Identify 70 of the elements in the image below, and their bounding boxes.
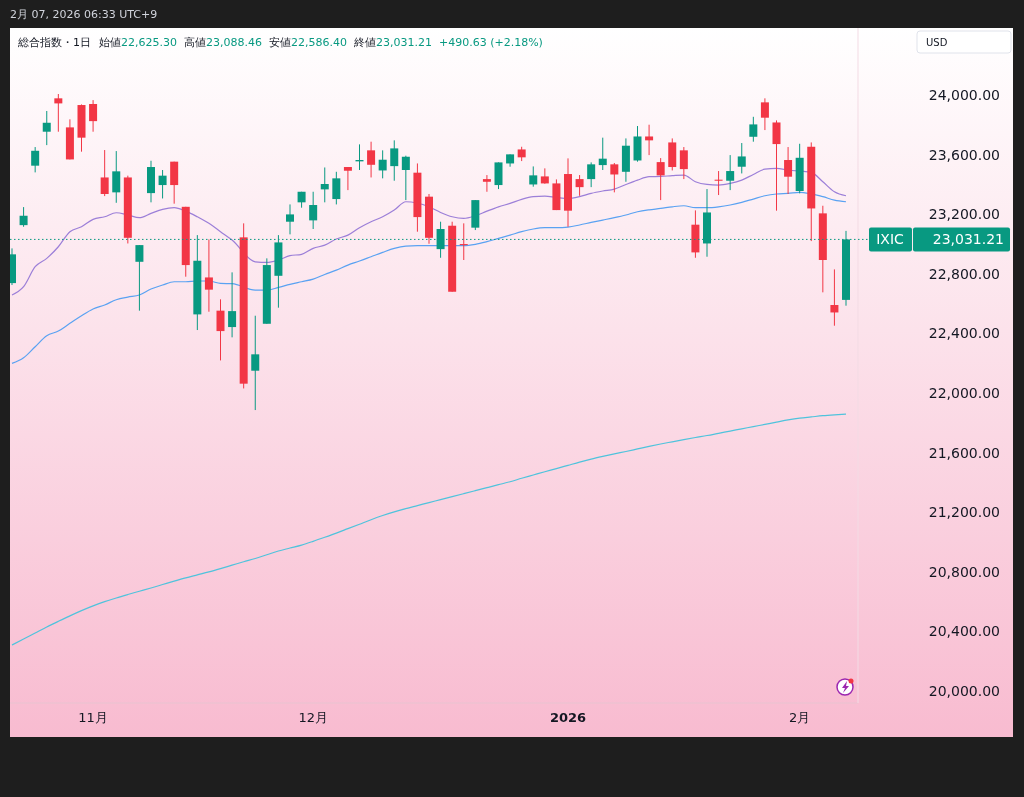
annotation: 終値23,031.21: [352, 36, 432, 49]
candlestick: [54, 93, 63, 133]
candlestick: [135, 244, 144, 312]
candlestick: [89, 99, 98, 133]
y-tick-label: 22,800.00: [928, 265, 1000, 282]
candlestick: [286, 203, 294, 235]
y-tick-label: 20,800.00: [928, 563, 1000, 580]
annotation: 高値23,088.46: [183, 36, 262, 49]
candlestick: [31, 146, 40, 173]
text: 総合指数・1日: [18, 36, 91, 49]
candlestick: [656, 157, 665, 201]
y-tick-label: 21,600.00: [928, 444, 1000, 461]
candlestick: [112, 150, 121, 204]
candlestick: [158, 169, 167, 199]
candlestick: [575, 174, 584, 197]
candlestick: [760, 97, 769, 131]
candlestick: [830, 268, 839, 327]
line-series: [11, 413, 847, 646]
y-tick-label: 22,400.00: [928, 325, 1000, 342]
candlestick: [332, 171, 341, 205]
candlestick: [610, 162, 619, 193]
candlestick: [19, 206, 28, 228]
annotation: 始値22,625.30: [99, 36, 177, 49]
chart-subtitle: 2月 07, 2026 06:33 UTC+9: [10, 8, 158, 21]
line-series: [11, 191, 847, 365]
text: USD: [926, 37, 948, 48]
candlestick: [645, 124, 654, 156]
candlestick: [633, 125, 642, 163]
candlestick: [587, 161, 596, 188]
candlestick: [216, 298, 225, 361]
candlestick: [494, 161, 503, 190]
candlestick: [309, 191, 318, 230]
candlestick: [714, 170, 723, 196]
y-tick-label: 23,200.00: [928, 206, 1000, 223]
candlestick: [737, 142, 746, 174]
candlestick: [459, 222, 468, 261]
candlestick: [378, 149, 387, 179]
candlestick: [401, 155, 410, 201]
candlestick: [100, 149, 109, 197]
x-tick-label: 12月: [298, 710, 328, 725]
text: IXIC: [876, 231, 905, 248]
candlestick: [228, 271, 237, 338]
x-tick-label: 2026: [549, 710, 587, 725]
candlestick: [204, 238, 213, 313]
candlestick: [772, 119, 781, 212]
candlestick: [726, 154, 735, 191]
candlestick: [749, 116, 758, 143]
candlestick: [390, 139, 399, 182]
candlestick: [251, 315, 260, 411]
candlestick: [598, 137, 607, 171]
candlestick: [482, 174, 491, 193]
candlestick: [679, 146, 688, 180]
candlestick: [170, 161, 179, 205]
y-tick-label: 20,400.00: [928, 623, 1000, 640]
annotation: 安値22,586.40: [268, 36, 347, 49]
y-tick-label: 21,200.00: [928, 504, 1000, 521]
annotation: +490.63 (+2.18%): [438, 36, 543, 49]
y-tick-label: 23,600.00: [928, 146, 1000, 163]
candlestick: [343, 166, 352, 191]
candlestick: [42, 110, 51, 146]
x-tick-label: 11月: [78, 710, 108, 725]
x-tick-label: 2月: [789, 710, 811, 725]
candlestick: [320, 166, 329, 203]
candlestick: [367, 141, 376, 178]
y-tick-label: 24,000.00: [928, 86, 1000, 103]
candlestick: [529, 165, 538, 188]
y-tick-label: 22,000.00: [928, 384, 1000, 401]
candlestick: [784, 146, 793, 195]
ref-line-label: 23,031.21: [932, 231, 1004, 248]
y-tick-label: 20,000.00: [928, 682, 1000, 699]
